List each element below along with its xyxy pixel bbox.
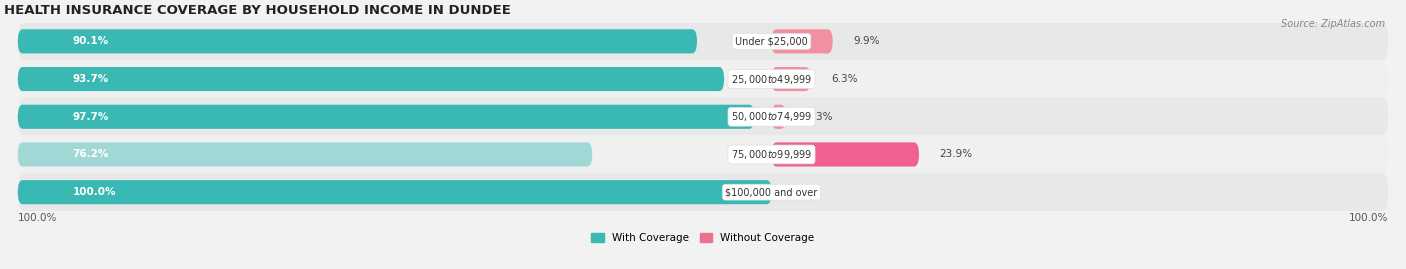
Text: $50,000 to $74,999: $50,000 to $74,999 <box>731 110 813 123</box>
Text: $100,000 and over: $100,000 and over <box>725 187 818 197</box>
Text: $75,000 to $99,999: $75,000 to $99,999 <box>731 148 813 161</box>
Text: 97.7%: 97.7% <box>73 112 110 122</box>
FancyBboxPatch shape <box>18 142 592 167</box>
Text: 100.0%: 100.0% <box>1348 213 1388 223</box>
FancyBboxPatch shape <box>18 98 1388 136</box>
FancyBboxPatch shape <box>18 180 772 204</box>
FancyBboxPatch shape <box>772 105 786 129</box>
Legend: With Coverage, Without Coverage: With Coverage, Without Coverage <box>588 229 818 247</box>
Text: Under $25,000: Under $25,000 <box>735 36 808 46</box>
Text: 76.2%: 76.2% <box>73 150 110 160</box>
Text: 100.0%: 100.0% <box>73 187 117 197</box>
Text: Source: ZipAtlas.com: Source: ZipAtlas.com <box>1281 19 1385 29</box>
Text: $25,000 to $49,999: $25,000 to $49,999 <box>731 73 813 86</box>
FancyBboxPatch shape <box>18 135 1388 174</box>
Text: 23.9%: 23.9% <box>939 150 973 160</box>
FancyBboxPatch shape <box>18 173 1388 211</box>
Text: 100.0%: 100.0% <box>18 213 58 223</box>
FancyBboxPatch shape <box>772 67 810 91</box>
Text: 93.7%: 93.7% <box>73 74 108 84</box>
Text: HEALTH INSURANCE COVERAGE BY HOUSEHOLD INCOME IN DUNDEE: HEALTH INSURANCE COVERAGE BY HOUSEHOLD I… <box>4 4 510 17</box>
Text: 0.0%: 0.0% <box>792 187 818 197</box>
Text: 90.1%: 90.1% <box>73 36 108 46</box>
FancyBboxPatch shape <box>18 60 1388 98</box>
FancyBboxPatch shape <box>772 142 920 167</box>
FancyBboxPatch shape <box>18 67 724 91</box>
Text: 6.3%: 6.3% <box>831 74 858 84</box>
FancyBboxPatch shape <box>772 29 832 54</box>
Text: 9.9%: 9.9% <box>853 36 880 46</box>
FancyBboxPatch shape <box>18 29 697 54</box>
FancyBboxPatch shape <box>18 22 1388 61</box>
Text: 2.3%: 2.3% <box>806 112 832 122</box>
FancyBboxPatch shape <box>18 105 754 129</box>
